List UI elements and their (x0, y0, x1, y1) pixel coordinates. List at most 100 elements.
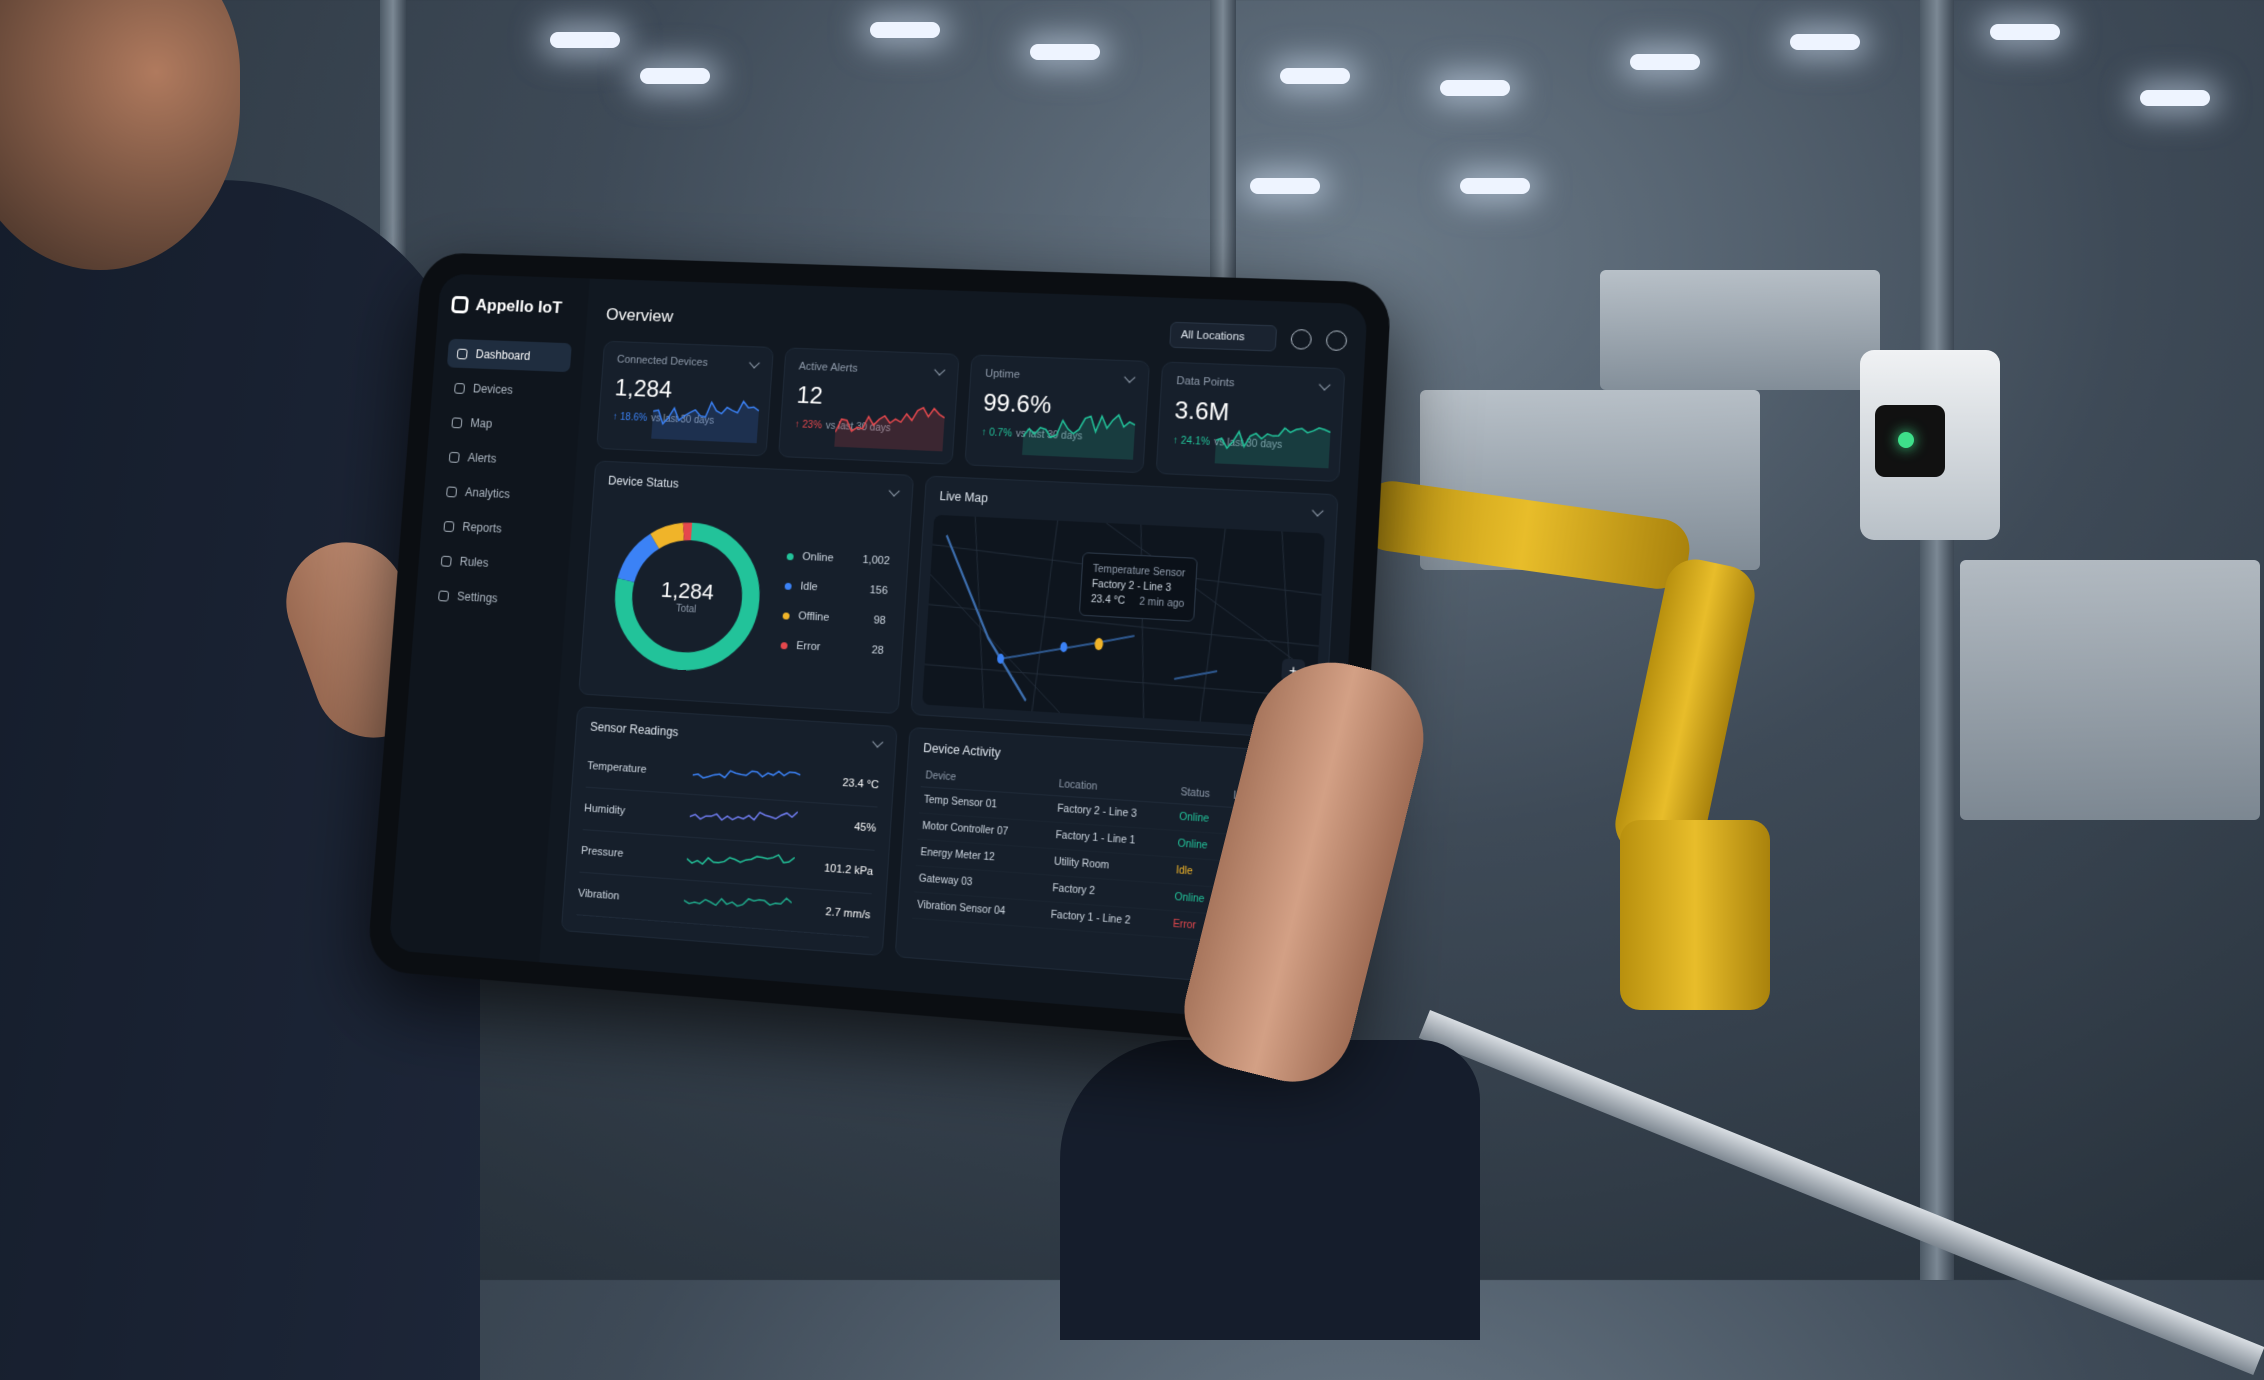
kpi-spark (1022, 405, 1136, 460)
kpi-card: Connected Devices 1,284 ↑ 18.6% vs last 30 … (596, 340, 774, 457)
tools: All Locations (1168, 321, 1348, 354)
ceiling-light (1280, 68, 1350, 84)
brand-name: Appello IoT (475, 295, 563, 317)
nav-item[interactable]: Settings (428, 580, 554, 616)
profile[interactable] (1325, 330, 1348, 352)
nav-item[interactable]: Dashboard (446, 338, 572, 373)
kpi-card: Uptime 99.6% ↑ 0.7% vs last 30 days (964, 354, 1151, 474)
sparkline (1215, 413, 1332, 469)
nav-icon (443, 520, 455, 532)
nav-item[interactable]: Reports (433, 511, 559, 546)
sensor-reading: 45% (853, 821, 877, 835)
sparkline (686, 847, 795, 879)
nav-label: Analytics (464, 485, 511, 502)
kpi-change: ↑ 0.7% (981, 427, 1013, 440)
nav-icon (456, 348, 468, 360)
nav-icon (438, 589, 450, 602)
ceiling-light (1460, 178, 1530, 194)
sparkline (834, 398, 945, 452)
kpi-change: ↑ 23% (794, 419, 823, 432)
ceiling-light (1630, 54, 1700, 70)
nav-icon (454, 382, 466, 394)
kpi-spark (1215, 413, 1332, 469)
sensor-name: Vibration (577, 887, 620, 903)
legend-dot (786, 552, 794, 560)
nav-label: Rules (459, 554, 489, 570)
ceiling-light (550, 32, 620, 48)
tooltip-reading: 23.4 °C (1090, 593, 1126, 607)
sleeve (1060, 1040, 1480, 1340)
donut-center: 1,284 Total (600, 509, 775, 685)
sparkline (692, 761, 801, 792)
sparkline-area (1022, 411, 1136, 460)
sensor-spark (689, 804, 798, 835)
ceiling-light (1440, 80, 1510, 96)
legend-name: Error (795, 639, 821, 654)
nav-item[interactable]: Devices (444, 373, 569, 407)
sensor-reading: 23.4 °C (842, 776, 880, 792)
legend-count: 98 (873, 614, 887, 628)
sparkline-line (687, 848, 795, 870)
legend-name: Idle (799, 580, 819, 594)
legend-row: Error 28 (780, 630, 885, 666)
sensor-list: Temperature 23.4 °C Humidity 45% Pressure 101… (576, 745, 881, 938)
kpi-change: ↑ 24.1% (1172, 435, 1211, 448)
kpi-spark (651, 390, 760, 444)
tooltip-time: 2 min ago (1138, 596, 1185, 611)
machine (1960, 560, 2260, 820)
sensor-spark (686, 847, 795, 879)
location-select[interactable]: All Locations (1168, 321, 1278, 352)
sparkline-line (690, 805, 798, 826)
device-status-card: Device Status 1,284 Total Online 1,002 Idl… (578, 460, 915, 715)
nav-icon (448, 451, 460, 463)
sparkline-line (684, 891, 792, 911)
sensor-readings-card: Sensor Readings Temperature 23.4 °C Humidi… (560, 706, 898, 957)
nav-label: Devices (472, 381, 514, 397)
legend-dot (782, 611, 790, 620)
kpi-spark (834, 398, 945, 452)
nav: Dashboard Devices Map Alerts Analytics Report… (428, 338, 572, 616)
sensor-spark (692, 761, 801, 792)
ceiling-light (640, 68, 710, 84)
sparkline (689, 804, 798, 835)
ceiling-light (1250, 178, 1320, 194)
donut-total: 1,284 (660, 576, 715, 605)
pillar (1210, 0, 1236, 300)
nav-item[interactable]: Map (442, 407, 567, 441)
middle-row: Device Status 1,284 Total Online 1,002 Idl… (578, 460, 1339, 741)
nav-label: Alerts (467, 450, 497, 466)
nav-item[interactable]: Analytics (436, 476, 561, 511)
sparkline-area (834, 404, 946, 452)
tablet: Appello IoT Dashboard Devices Map Alerts Ana… (366, 252, 1392, 1051)
map-streets (922, 515, 1325, 729)
sensor-reading: 101.2 kPa (823, 862, 874, 879)
kpi-card: Data Points 3.6M ↑ 24.1% vs last 30 days (1155, 361, 1346, 483)
kpi-change: ↑ 18.6% (612, 411, 648, 424)
robot-base (1620, 820, 1770, 1010)
ceiling-light (1790, 34, 1860, 50)
kpi-label: Uptime (984, 367, 1021, 382)
sensor-name: Temperature (586, 760, 647, 776)
ceiling-light (1990, 24, 2060, 40)
sensor-led (1898, 432, 1914, 448)
nav-icon (451, 416, 463, 428)
pillar (1920, 0, 1954, 1280)
kpi-row: Connected Devices 1,284 ↑ 18.6% vs last 30 … (596, 340, 1346, 483)
nav-item[interactable]: Rules (431, 546, 557, 582)
logo (451, 295, 469, 314)
donut: 1,284 Total (600, 509, 775, 685)
device-status: Online (1174, 803, 1229, 834)
nav-label: Map (469, 416, 493, 431)
railing (1418, 1010, 2264, 1375)
kpi-label: Active Alerts (798, 360, 859, 375)
nav-item[interactable]: Alerts (439, 442, 564, 477)
legend-name: Online (801, 550, 834, 565)
sparkline-area (651, 397, 760, 444)
legend-dot (780, 641, 788, 649)
dashboard: Appello IoT Dashboard Devices Map Alerts Ana… (388, 273, 1368, 1026)
notifications[interactable] (1290, 328, 1313, 350)
donut-total-label: Total (675, 603, 697, 615)
nav-icon (440, 555, 452, 567)
legend: Online 1,002 Idle 156 Offline 98 Error 28 (780, 541, 891, 666)
